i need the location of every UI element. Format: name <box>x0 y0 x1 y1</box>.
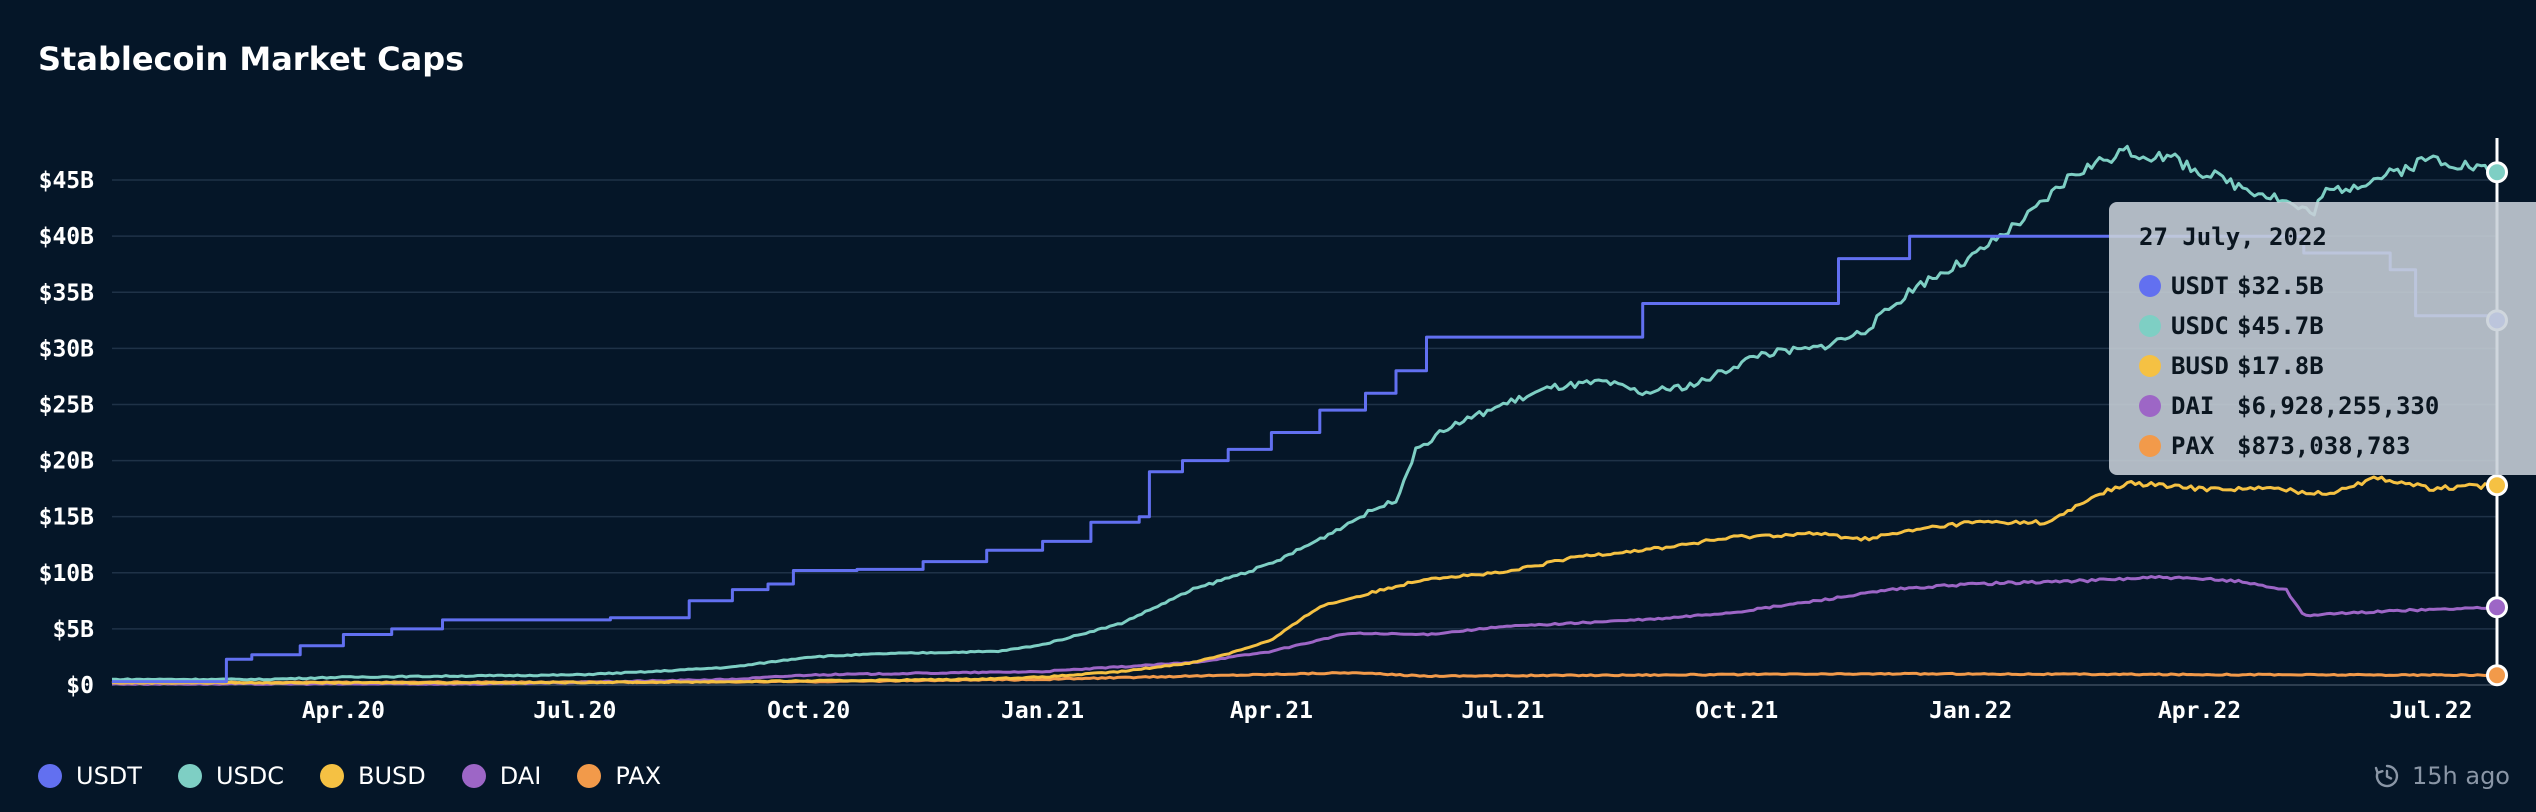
series-line-usdt <box>112 234 2499 684</box>
y-tick-label: $5B <box>52 617 94 643</box>
tooltip-row-usdc: USDC $45.7B <box>2139 306 2536 346</box>
legend-label: PAX <box>615 762 662 790</box>
tooltip-series-value: $6,928,255,330 <box>2237 392 2440 420</box>
x-tick-label: Apr.20 <box>302 698 385 724</box>
y-tick-label: $30B <box>39 336 95 362</box>
pax-legend-dot <box>577 764 602 788</box>
x-tick-label: Apr.22 <box>2158 698 2241 724</box>
tooltip-series-name: BUSD <box>2171 352 2229 380</box>
clock-history-icon <box>2374 764 2399 788</box>
tooltip-date: 27 July, 2022 <box>2139 223 2327 251</box>
busd-color-dot <box>2139 355 2161 377</box>
x-tick-label: Jul.21 <box>1461 698 1544 724</box>
x-tick-label: Jul.22 <box>2389 698 2472 724</box>
series-line-dai <box>111 574 2498 686</box>
x-tick-label: Oct.21 <box>1695 698 1778 724</box>
usdc-color-dot <box>2139 315 2161 337</box>
usdc-legend-dot <box>177 764 202 788</box>
x-tick-label: Jul.20 <box>533 698 616 724</box>
series-line-usdc <box>111 144 2498 682</box>
tooltip-series-name: DAI <box>2171 392 2215 420</box>
legend-item-busd[interactable]: BUSD <box>320 762 426 790</box>
grid <box>112 179 2497 686</box>
usdt-legend-dot <box>38 764 62 788</box>
hover-tooltip: 27 July, 2022 USDT $32.5B USDC $45.7B BU… <box>2109 202 2536 475</box>
cursor-marker-usdc <box>2486 161 2508 184</box>
y-tick-label: $25B <box>39 392 95 418</box>
series-line-busd <box>111 475 2498 685</box>
chart-title: Stablecoin Market Caps <box>38 40 465 78</box>
legend-item-usdc[interactable]: USDC <box>177 762 284 790</box>
y-tick-label: $0 <box>66 673 94 699</box>
dai-color-dot <box>2139 395 2161 417</box>
axes: $0 $5B $10B $15B $20B $25B $30B $35B $40B $45B Apr… <box>39 168 2473 724</box>
legend-label: DAI <box>499 762 542 790</box>
y-tick-label: $15B <box>39 505 95 531</box>
busd-legend-dot <box>320 764 344 788</box>
tooltip-series-name: PAX <box>2171 432 2215 460</box>
x-tick-label: Jan.22 <box>1929 698 2012 724</box>
series-lines <box>111 144 2499 686</box>
tooltip-row-dai: DAI $6,928,255,330 <box>2139 386 2536 426</box>
legend-item-dai[interactable]: DAI <box>461 762 542 790</box>
tooltip-row-pax: PAX $873,038,783 <box>2139 426 2536 466</box>
dai-legend-dot <box>461 764 486 788</box>
y-tick-label: $40B <box>39 224 95 250</box>
tooltip-series-name: USDT <box>2171 272 2229 300</box>
tooltip-series-value: $873,038,783 <box>2237 432 2411 460</box>
legend-item-pax[interactable]: PAX <box>577 762 661 790</box>
cursor-marker-busd <box>2486 474 2508 497</box>
tooltip-series-value: $45.7B <box>2237 312 2324 340</box>
cursor-marker-dai <box>2486 596 2508 619</box>
tooltip-series-name: USDC <box>2171 312 2229 340</box>
chart-legend: USDT USDC BUSD DAI PAX <box>38 762 697 790</box>
y-tick-label: $45B <box>39 168 95 194</box>
cursor-marker-pax <box>2486 664 2508 687</box>
tooltip-row-busd: BUSD $17.8B <box>2139 346 2536 386</box>
line-chart[interactable]: $0 $5B $10B $15B $20B $25B $30B $35B $40B $45B Apr… <box>0 0 2536 740</box>
pax-color-dot <box>2139 435 2161 457</box>
tooltip-series-value: $17.8B <box>2237 352 2324 380</box>
y-tick-label: $20B <box>39 449 95 475</box>
y-tick-label: $10B <box>39 561 95 587</box>
x-tick-label: Jan.21 <box>1001 698 1084 724</box>
x-tick-label: Apr.21 <box>1230 698 1313 724</box>
legend-label: USDC <box>215 762 284 790</box>
x-tick-label: Oct.20 <box>767 698 850 724</box>
legend-label: USDT <box>76 762 142 790</box>
tooltip-row-usdt: USDT $32.5B <box>2139 266 2536 306</box>
last-updated: 15h ago <box>2374 762 2510 790</box>
last-updated-text: 15h ago <box>2411 762 2510 790</box>
legend-label: BUSD <box>358 762 426 790</box>
y-tick-label: $35B <box>39 280 95 306</box>
legend-item-usdt[interactable]: USDT <box>38 762 142 790</box>
usdt-color-dot <box>2139 275 2161 297</box>
tooltip-series-value: $32.5B <box>2237 272 2324 300</box>
